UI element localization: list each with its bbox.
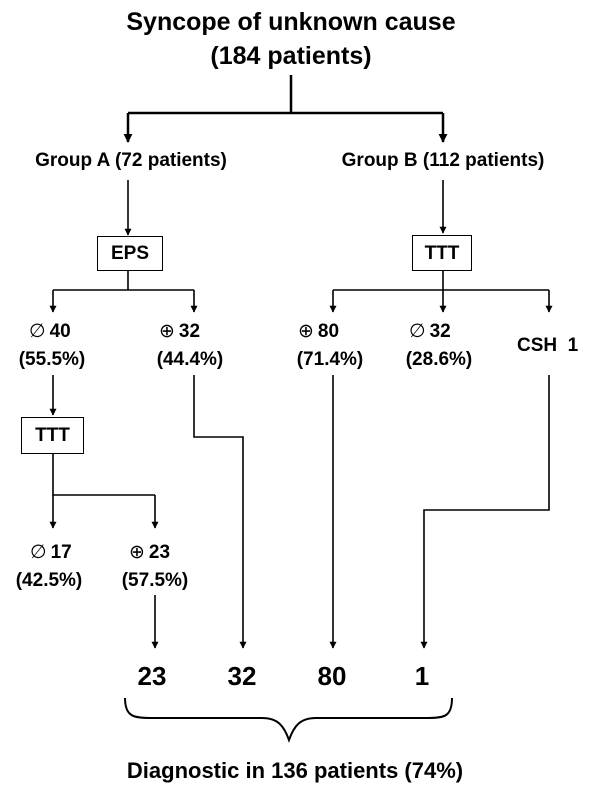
diagnostic-summary: Diagnostic in 136 patients (74%) xyxy=(126,758,464,783)
ttt-a-negative-result: ∅ 17 xyxy=(30,543,72,562)
eps-box: EPS xyxy=(97,236,163,271)
ttt-a-positive-result: ⊕ 23 xyxy=(129,543,170,562)
connector-eps xyxy=(53,270,194,291)
ttt-box-group-a: TTT xyxy=(21,417,84,454)
total-80: 80 xyxy=(317,661,347,691)
negative-symbol-icon: ∅ xyxy=(29,321,46,342)
ttt-b-positive-result: ⊕ 80 xyxy=(298,322,339,341)
title-line2: (184 patients) xyxy=(210,42,372,70)
eps-positive-pct: (44.4%) xyxy=(156,349,224,370)
ttt-b-negative-count: 32 xyxy=(429,321,451,342)
ttt-a-positive-pct: (57.5%) xyxy=(121,570,189,591)
eps-negative-result: ∅ 40 xyxy=(29,322,71,341)
ttt-b-positive-pct: (71.4%) xyxy=(296,349,364,370)
negative-symbol-icon: ∅ xyxy=(30,542,47,563)
ttt-b-negative-result: ∅ 32 xyxy=(409,322,451,341)
connector-ttt-b xyxy=(333,270,549,291)
arrow-csh-1 xyxy=(420,375,550,649)
eps-negative-count: 40 xyxy=(49,321,71,342)
arrow-eps-positive-32 xyxy=(193,375,247,649)
ttt-a-negative-count: 17 xyxy=(50,542,72,563)
csh-result: CSH 1 xyxy=(517,335,579,356)
group-b-label: Group B (112 patients) xyxy=(341,150,545,171)
ttt-a-negative-pct: (42.5%) xyxy=(15,570,83,591)
eps-negative-pct: (55.5%) xyxy=(18,349,86,370)
positive-symbol-icon: ⊕ xyxy=(159,321,175,342)
connector-ttt-a xyxy=(52,454,155,496)
positive-symbol-icon: ⊕ xyxy=(129,542,145,563)
ttt-b-negative-pct: (28.6%) xyxy=(405,349,473,370)
eps-positive-result: ⊕ 32 xyxy=(159,322,200,341)
ttt-box-group-b: TTT xyxy=(412,235,472,271)
negative-symbol-icon: ∅ xyxy=(409,321,426,342)
eps-positive-count: 32 xyxy=(178,321,201,342)
total-1: 1 xyxy=(414,661,430,691)
brace xyxy=(124,697,453,743)
total-32: 32 xyxy=(227,661,257,691)
title-line1: Syncope of unknown cause xyxy=(126,8,456,36)
ttt-b-positive-count: 80 xyxy=(317,321,340,342)
positive-symbol-icon: ⊕ xyxy=(298,321,314,342)
total-23: 23 xyxy=(137,661,167,691)
group-a-label: Group A (72 patients) xyxy=(35,150,227,171)
ttt-a-positive-count: 23 xyxy=(148,542,171,563)
